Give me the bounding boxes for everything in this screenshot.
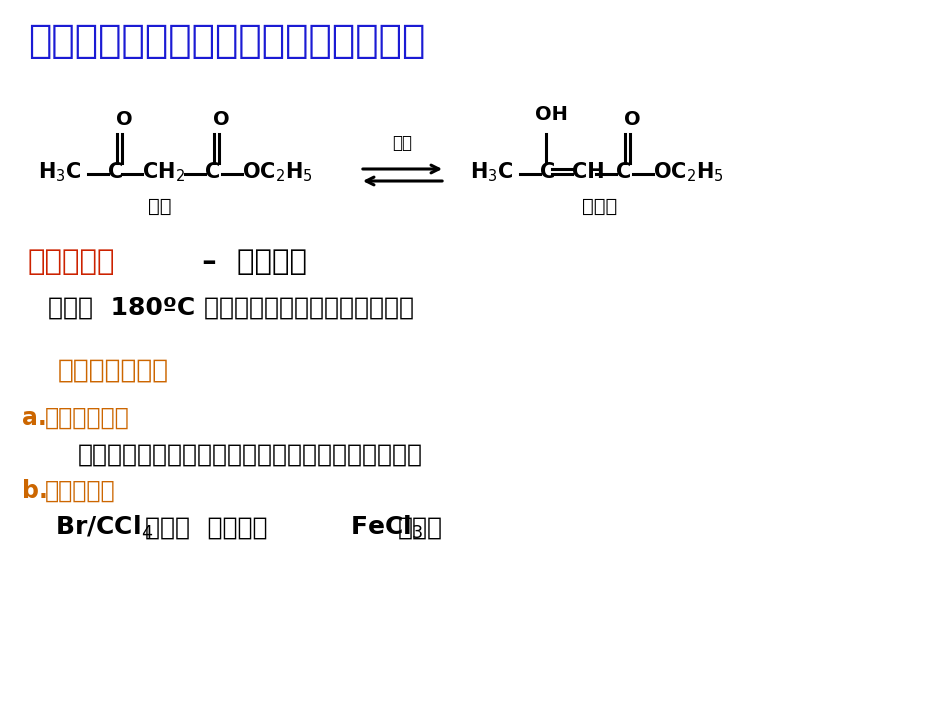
- Text: O: O: [116, 110, 133, 129]
- Text: 一、互变异构与烯醇式负离子的稳定性: 一、互变异构与烯醇式负离子的稳定性: [28, 22, 426, 60]
- Text: 沸点：  180ºC ，沸点时易分解，减压下蒸馏。: 沸点： 180ºC ，沸点时易分解，减压下蒸馏。: [48, 296, 414, 320]
- Text: C: C: [108, 162, 124, 182]
- Text: CH$_2$: CH$_2$: [142, 160, 185, 184]
- Text: 酮式: 酮式: [148, 197, 172, 216]
- Text: 与苯肼、氨基脲缩合；与亚硫酸氢钠、氢氰酸加成。: 与苯肼、氨基脲缩合；与亚硫酸氢钠、氢氰酸加成。: [78, 443, 423, 467]
- Text: 烯醇式: 烯醇式: [582, 197, 618, 216]
- Text: Br/CCl$_4$: Br/CCl$_4$: [55, 514, 153, 541]
- Text: b.: b.: [22, 479, 48, 503]
- Text: O: O: [624, 110, 640, 129]
- Text: C: C: [205, 162, 220, 182]
- Text: H$_3$C: H$_3$C: [470, 160, 514, 184]
- Text: 互变: 互变: [392, 134, 412, 152]
- Text: 甲基酮性质：: 甲基酮性质：: [45, 406, 130, 430]
- Text: a.: a.: [22, 406, 47, 430]
- Text: C: C: [616, 162, 631, 182]
- Text: CH: CH: [572, 162, 604, 182]
- Text: OC$_2$H$_5$: OC$_2$H$_5$: [653, 160, 724, 184]
- Text: C: C: [540, 162, 555, 182]
- Text: 烯醇性质：: 烯醇性质：: [45, 479, 116, 503]
- Text: 具双重反应性能: 具双重反应性能: [58, 358, 169, 384]
- Text: 显色。: 显色。: [398, 516, 443, 540]
- Text: FeCl$_3$: FeCl$_3$: [350, 514, 423, 541]
- Text: 褪色，  乙酰化，: 褪色， 乙酰化，: [145, 516, 285, 540]
- Text: OC$_2$H$_5$: OC$_2$H$_5$: [242, 160, 313, 184]
- Text: –  互变异构: – 互变异构: [192, 248, 307, 276]
- Text: OH: OH: [535, 105, 568, 124]
- Text: H$_3$C: H$_3$C: [38, 160, 82, 184]
- Text: O: O: [213, 110, 230, 129]
- Text: 结构与性质: 结构与性质: [28, 248, 116, 276]
